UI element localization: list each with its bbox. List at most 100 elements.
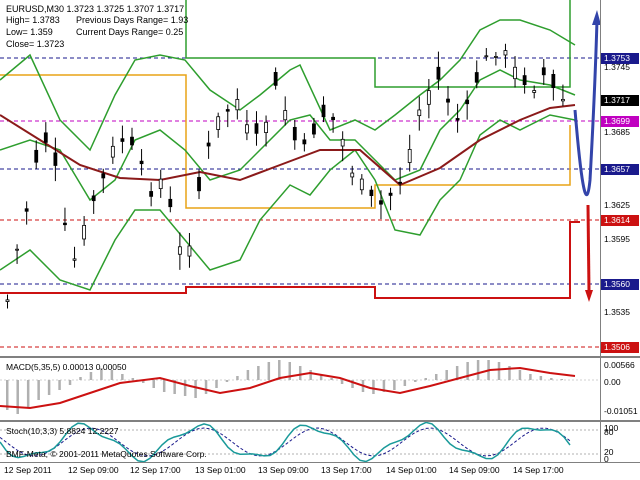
candle-body <box>149 191 154 197</box>
macd-histogram-bar <box>89 372 93 380</box>
candle-body <box>331 116 335 121</box>
stoch-tick-label: 100 <box>604 423 619 433</box>
candle-body <box>245 124 249 134</box>
candle-body <box>187 245 192 257</box>
macd-chart <box>0 360 600 414</box>
macd-histogram-bar <box>455 366 459 380</box>
price-tick-label: 1.3535 <box>604 307 630 317</box>
candle-body <box>513 66 517 80</box>
macd-histogram-bar <box>26 380 30 408</box>
vertical-axis-border <box>600 0 601 463</box>
macd-histogram-bar <box>298 366 302 380</box>
candle-body <box>446 98 450 103</box>
stoch-title: Stoch(10,3,3) 5.8824 12.2227 <box>6 426 119 436</box>
price-level-label: 1.3560 <box>601 279 639 290</box>
candle-body <box>292 126 297 141</box>
candle-body <box>5 299 10 302</box>
candle-body <box>101 173 106 179</box>
price-level-label: 1.3753 <box>601 53 639 64</box>
low-info: Low= 1.359 <box>6 27 53 37</box>
macd-histogram-bar <box>382 380 386 392</box>
candle-body <box>417 109 422 117</box>
time-tick-label: 14 Sep 09:00 <box>449 465 500 475</box>
projection-arrow-head <box>592 10 600 25</box>
time-tick-label: 13 Sep 17:00 <box>321 465 372 475</box>
candle-body <box>426 90 431 105</box>
macd-histogram-bar <box>173 380 176 394</box>
macd-histogram-bar <box>424 378 428 380</box>
close-info: Close= 1.3723 <box>6 39 65 49</box>
macd-histogram-bar <box>100 368 103 380</box>
candle-body <box>43 132 48 143</box>
candle-body <box>216 116 221 130</box>
stochastic-chart <box>0 422 600 462</box>
macd-histogram-bar <box>518 370 522 380</box>
candle-body <box>379 200 383 205</box>
macd-histogram-bar <box>37 380 40 400</box>
candle-body <box>110 145 115 158</box>
candle-body <box>455 118 460 121</box>
candle-body <box>139 160 144 165</box>
macd-histogram-bar <box>497 362 501 380</box>
time-tick-label: 13 Sep 09:00 <box>258 465 309 475</box>
candle-body <box>340 138 345 147</box>
macd-histogram-bar <box>288 362 291 380</box>
macd-histogram-bar <box>257 366 260 380</box>
macd-histogram-bar <box>434 374 438 380</box>
macd-signal-line <box>0 366 576 410</box>
candle-body <box>177 246 182 255</box>
macd-tick-label: -0.01051 <box>604 406 638 416</box>
candle-body <box>388 192 393 196</box>
candle-body <box>474 72 479 83</box>
macd-histogram-bar <box>560 379 564 380</box>
macd-histogram-bar <box>550 378 553 380</box>
candle-body <box>551 73 556 89</box>
stoch-pane[interactable] <box>0 422 600 462</box>
candle-body <box>254 123 259 134</box>
pane-separator[interactable] <box>0 420 640 422</box>
macd-histogram-bar <box>466 362 469 380</box>
projection-down-arrow <box>586 204 591 293</box>
projection-arrow-path <box>573 19 599 196</box>
macd-histogram-bar <box>110 370 114 380</box>
macd-histogram-bar <box>445 370 448 380</box>
time-tick-label: 12 Sep 09:00 <box>68 465 119 475</box>
macd-title: MACD(5,35,5) 0.00013 0.00050 <box>6 362 127 372</box>
high-info: High= 1.3783 <box>6 15 60 25</box>
candle-body <box>168 198 173 208</box>
macd-histogram-bar <box>215 380 218 388</box>
pane-separator[interactable] <box>0 356 640 358</box>
macd-histogram-bar <box>79 377 82 380</box>
candle-body <box>493 56 498 58</box>
macd-histogram-bar <box>330 378 333 380</box>
candle-body <box>206 142 211 147</box>
time-tick-label: 12 Sep 2011 <box>4 465 52 475</box>
macd-pane[interactable] <box>0 358 600 420</box>
macd-histogram-bar <box>194 380 197 398</box>
candle-body <box>158 178 163 190</box>
macd-histogram-bar <box>414 380 417 382</box>
price-pane[interactable] <box>0 0 600 356</box>
macd-tick-label: 0.00 <box>604 377 621 387</box>
macd-histogram-bar <box>403 380 407 386</box>
candle-body <box>130 136 134 146</box>
candle-body <box>532 90 537 93</box>
candle-body <box>91 195 96 202</box>
price-level-label: 1.3699 <box>601 116 639 127</box>
price-tick-label: 1.3685 <box>604 127 630 137</box>
stoch-main-line <box>0 422 571 462</box>
price-level-label: 1.3657 <box>601 164 639 175</box>
macd-tick-label: 0.00566 <box>604 360 635 370</box>
macd-histogram-bar <box>152 380 155 388</box>
symbol-info: EURUSD,M30 1.3723 1.3725 1.3707 1.3717 <box>6 4 185 14</box>
candle-body <box>541 67 546 76</box>
prev-day-range-line <box>0 74 571 209</box>
candle-body <box>312 123 316 135</box>
macd-axis <box>601 358 640 420</box>
macd-histogram-bar <box>476 360 480 380</box>
stoch-tick-label: 80 <box>604 427 614 437</box>
projection-down-arrow-head <box>585 290 593 302</box>
moving-average-line <box>0 104 576 187</box>
price-level-label: 1.3506 <box>601 342 639 353</box>
